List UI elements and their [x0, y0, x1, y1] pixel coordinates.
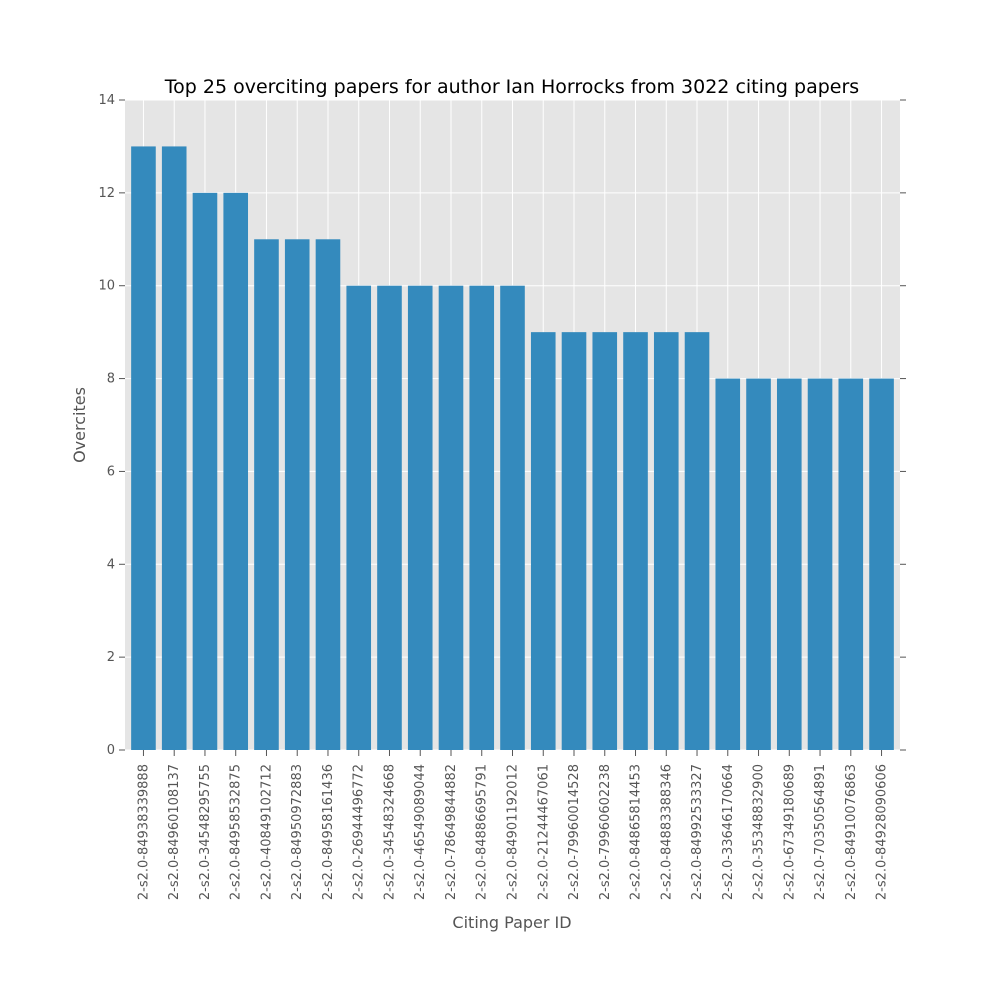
x-tick-label: 2-s2.0-84910076863 [844, 764, 859, 900]
bar [377, 285, 402, 750]
y-tick-label: 8 [107, 372, 115, 387]
x-axis: 2-s2.0-84938339888 2-s2.0-84960108137 2-s2… [136, 750, 890, 900]
bar [284, 239, 310, 751]
bar [500, 285, 525, 750]
y-tick-label: 10 [98, 279, 115, 294]
y-axis-label: Overcites [70, 387, 89, 463]
bar [131, 146, 156, 750]
bar [807, 378, 833, 750]
bar [161, 146, 187, 750]
x-tick-label: 2-s2.0-67349180689 [782, 764, 797, 900]
x-tick-label: 2-s2.0-84928090606 [875, 764, 890, 900]
x-tick-label: 2-s2.0-34548324668 [382, 764, 397, 900]
x-tick-label: 2-s2.0-84958161436 [321, 764, 336, 900]
bar [469, 285, 495, 750]
bar [715, 378, 741, 750]
x-tick-label: 2-s2.0-84938339888 [136, 764, 151, 900]
bar [776, 378, 802, 750]
x-tick-label: 2-s2.0-84950972883 [290, 764, 305, 900]
bar [192, 192, 218, 750]
bar [838, 378, 864, 750]
bar [684, 332, 710, 750]
bar [623, 332, 648, 750]
x-tick-label: 2-s2.0-46549089044 [413, 764, 428, 900]
x-tick-label: 2-s2.0-84886695791 [475, 764, 490, 900]
x-tick-label: 2-s2.0-84960108137 [167, 764, 182, 900]
bar [438, 285, 464, 750]
x-tick-label: 2-s2.0-70350564891 [813, 764, 828, 900]
x-tick-label: 2-s2.0-33646170664 [721, 764, 736, 900]
bar [746, 378, 771, 750]
bar [530, 332, 556, 750]
x-axis-label: Citing Paper ID [452, 913, 571, 932]
bar [561, 332, 587, 750]
bar [346, 285, 372, 750]
x-tick-label: 2-s2.0-84865814453 [629, 764, 644, 900]
y-tick-label: 12 [98, 186, 115, 201]
x-tick-label: 2-s2.0-26944496772 [352, 764, 367, 900]
x-tick-label: 2-s2.0-84992533327 [690, 764, 705, 900]
bar [407, 285, 433, 750]
x-tick-label: 2-s2.0-79960602238 [598, 764, 613, 900]
y-axis: 0 2 4 6 8 10 12 14 [98, 93, 906, 758]
bars [131, 146, 894, 751]
y-tick-label: 6 [107, 464, 115, 479]
bar [869, 378, 894, 750]
bar [653, 332, 679, 750]
x-tick-label: 2-s2.0-84901192012 [506, 764, 521, 900]
y-tick-label: 2 [107, 650, 115, 665]
x-tick-label: 2-s2.0-40849102712 [259, 764, 274, 900]
y-tick-label: 14 [98, 93, 115, 108]
chart-title: Top 25 overciting papers for author Ian … [164, 76, 859, 98]
y-tick-label: 0 [107, 743, 115, 758]
x-tick-label: 2-s2.0-84958532875 [229, 764, 244, 900]
x-tick-label: 2-s2.0-84883388346 [659, 764, 674, 900]
x-tick-label: 2-s2.0-78649844882 [444, 764, 459, 900]
bar [254, 239, 279, 751]
bar [592, 332, 618, 750]
x-tick-label: 2-s2.0-34548295755 [198, 764, 213, 900]
bar [223, 192, 249, 750]
x-tick-label: 2-s2.0-21244467061 [536, 764, 551, 900]
y-tick-label: 4 [107, 557, 115, 572]
x-tick-label: 2-s2.0-35348832900 [752, 764, 767, 900]
bar [315, 239, 341, 751]
x-tick-label: 2-s2.0-79960014528 [567, 764, 582, 900]
